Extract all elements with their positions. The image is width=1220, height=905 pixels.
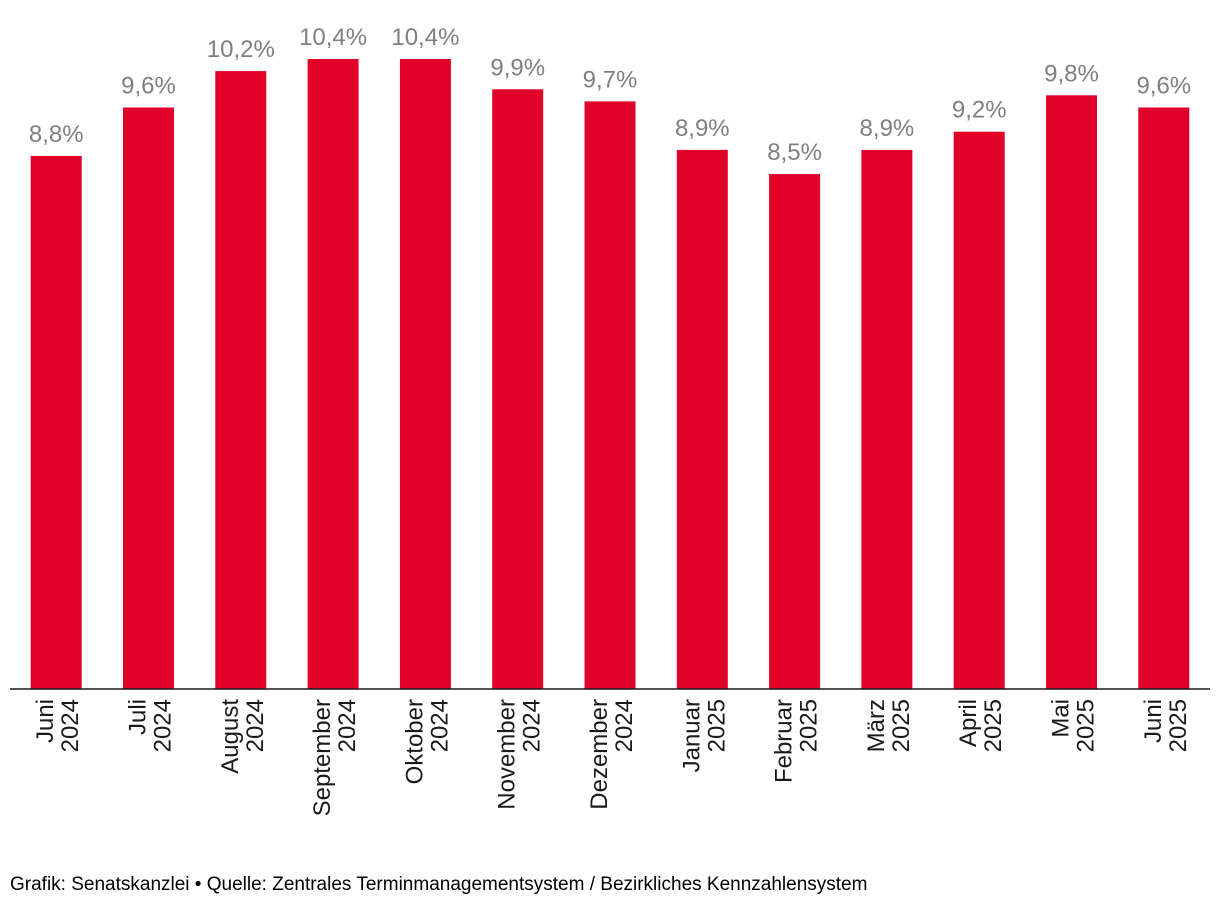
x-tick-year: 2024 [150,699,177,752]
x-tick-month: Oktober [401,699,428,784]
x-tick-year: 2025 [703,699,730,752]
x-tick-month: September [309,699,336,816]
x-tick-year: 2024 [426,699,453,752]
data-label-10: 8,9% [860,115,915,142]
data-label-11: 9,2% [952,97,1007,124]
x-tick-year: 2024 [57,699,84,752]
data-label-3: 10,2% [207,36,275,63]
x-tick-month: Dezember [586,699,613,810]
bar-13 [1138,107,1190,689]
data-label-4: 10,4% [299,24,367,51]
data-label-5: 10,4% [391,24,459,51]
source-note: Grafik: Senatskanzlei • Quelle: Zentrale… [10,874,868,895]
x-tick-month: März [863,699,890,752]
x-tick-month: Juli [125,699,152,735]
bar-9 [769,174,821,690]
data-label-2: 9,6% [121,73,176,100]
x-tick-year: 2025 [888,699,915,752]
x-tick-year: 2024 [242,699,269,752]
x-tick-year: 2025 [1073,699,1100,752]
bar-1 [30,155,82,689]
bar-12 [1046,95,1097,690]
data-label-7: 9,7% [583,66,638,93]
x-tick-month: August [217,699,244,774]
x-tick-year: 2025 [796,699,823,752]
bar-4 [307,59,359,689]
x-tick-month: Juni [32,699,59,743]
x-tick-month: Mai [1048,699,1075,738]
x-tick-month: November [494,699,521,810]
data-label-8: 8,9% [675,115,730,142]
x-tick-month: April [955,699,982,747]
data-label-1: 8,8% [29,121,84,148]
data-label-12: 9,8% [1044,60,1099,87]
data-label-13: 9,6% [1136,73,1191,100]
x-tick-year: 2025 [980,699,1007,752]
bar-7 [584,101,636,689]
x-tick-month: Januar [678,699,705,772]
data-label-9: 8,5% [767,139,822,166]
bar-5 [399,59,451,689]
x-tick-year: 2024 [334,699,361,752]
data-label-6: 9,9% [490,54,545,81]
bar-8 [676,149,728,689]
bar-3 [215,71,267,690]
x-tick-year: 2024 [611,699,638,752]
x-tick-year: 2025 [1165,699,1192,752]
bar-chart: 8,8%Juni20249,6%Juli202410,2%August20241… [10,24,1210,816]
bar-6 [492,89,544,690]
bar-11 [953,131,1005,689]
bar-10 [861,149,913,689]
bar-2 [123,107,174,689]
x-tick-month: Juni [1140,699,1167,743]
x-tick-month: Februar [771,699,798,783]
x-tick-year: 2024 [519,699,546,752]
